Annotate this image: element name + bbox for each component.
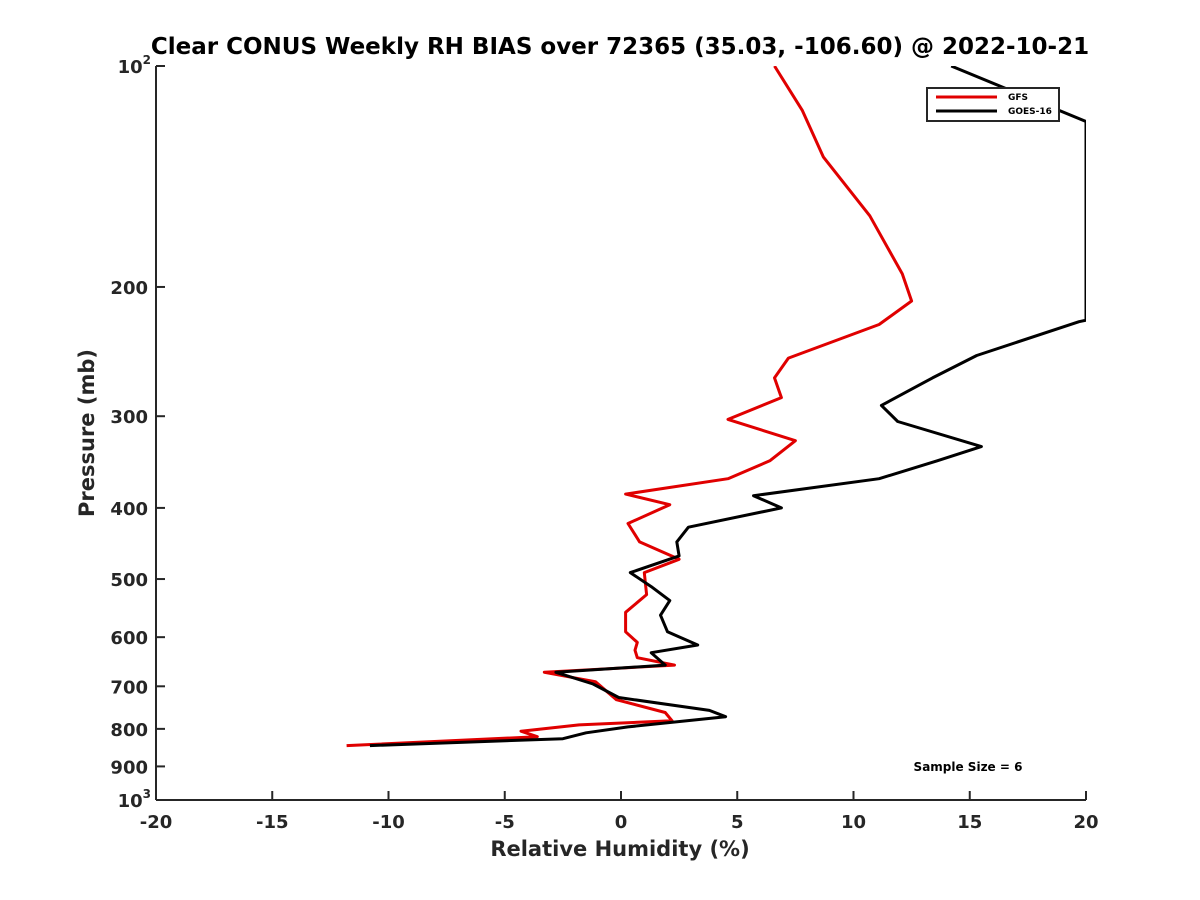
x-tick-label: 15	[957, 812, 982, 833]
y-tick-label: 200	[110, 278, 148, 299]
y-tick-label: 600	[110, 628, 148, 649]
y-tick-label: 300	[110, 407, 148, 428]
series-layer	[346, 66, 1086, 748]
x-tick-label: -20	[140, 812, 173, 833]
sample-size-annotation: Sample Size = 6	[914, 760, 1023, 774]
y-tick-label: 102	[118, 53, 151, 78]
y-tick-label: 103	[118, 787, 151, 812]
x-tick-label: 0	[615, 812, 628, 833]
plot-area	[155, 66, 1086, 801]
legend: GFS GOES-16	[926, 87, 1060, 122]
y-tick-label: 800	[110, 720, 148, 741]
x-tick-label: 20	[1073, 812, 1098, 833]
x-tick-label: 10	[841, 812, 866, 833]
y-axis: 102 200 300 400 500 600 700 800 900 103	[110, 53, 165, 812]
y-axis-label: Pressure (mb)	[75, 349, 99, 517]
series-line-goes-16	[369, 66, 1086, 748]
chart-title: Clear CONUS Weekly RH BIAS over 72365 (3…	[151, 34, 1089, 60]
x-tick-label: 5	[731, 812, 744, 833]
legend-label: GOES-16	[1008, 107, 1052, 117]
series-line-gfs	[346, 66, 914, 748]
y-tick-label: 400	[110, 499, 148, 520]
x-axis-label: Relative Humidity (%)	[490, 837, 749, 861]
x-tick-label: -15	[256, 812, 289, 833]
y-tick-label: 900	[110, 757, 148, 778]
x-tick-label: -5	[495, 812, 515, 833]
y-tick-label: 700	[110, 677, 148, 698]
x-tick-label: -10	[372, 812, 405, 833]
legend-box	[926, 87, 1060, 122]
x-axis: -20 -15 -10 -5 0 5 10 15 20	[140, 791, 1099, 833]
legend-label: GFS	[1008, 93, 1028, 103]
y-tick-label: 500	[110, 570, 148, 591]
